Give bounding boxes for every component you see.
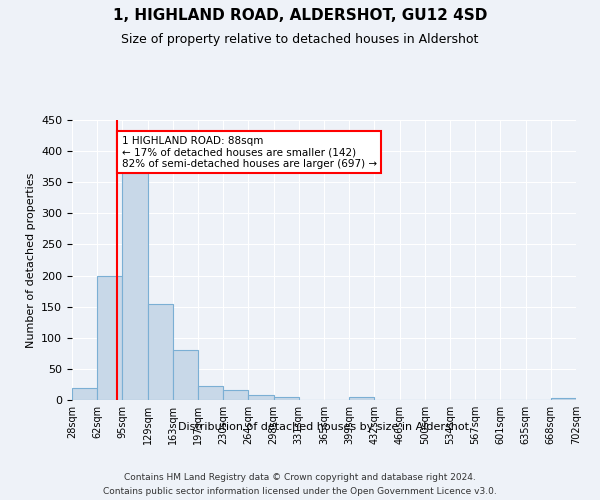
Bar (97, 276, 122, 400)
Bar (223, 390, 248, 400)
Bar (248, 395, 274, 400)
Bar (551, 398, 576, 400)
Text: Contains HM Land Registry data © Crown copyright and database right 2024.: Contains HM Land Registry data © Crown c… (124, 472, 476, 482)
Text: Distribution of detached houses by size in Aldershot: Distribution of detached houses by size … (179, 422, 470, 432)
Bar (349, 397, 374, 400)
Bar (274, 397, 299, 400)
Text: 1 HIGHLAND ROAD: 88sqm
← 17% of detached houses are smaller (142)
82% of semi-de: 1 HIGHLAND ROAD: 88sqm ← 17% of detached… (122, 136, 377, 169)
Bar (198, 386, 223, 400)
Text: 1, HIGHLAND ROAD, ALDERSHOT, GU12 4SD: 1, HIGHLAND ROAD, ALDERSHOT, GU12 4SD (113, 8, 487, 22)
Bar (148, 304, 173, 400)
Y-axis label: Number of detached properties: Number of detached properties (26, 172, 35, 348)
Bar (122, 173, 148, 400)
Text: Size of property relative to detached houses in Aldershot: Size of property relative to detached ho… (121, 32, 479, 46)
Bar (173, 350, 198, 400)
Bar (72, 388, 97, 400)
Text: Contains public sector information licensed under the Open Government Licence v3: Contains public sector information licen… (103, 488, 497, 496)
